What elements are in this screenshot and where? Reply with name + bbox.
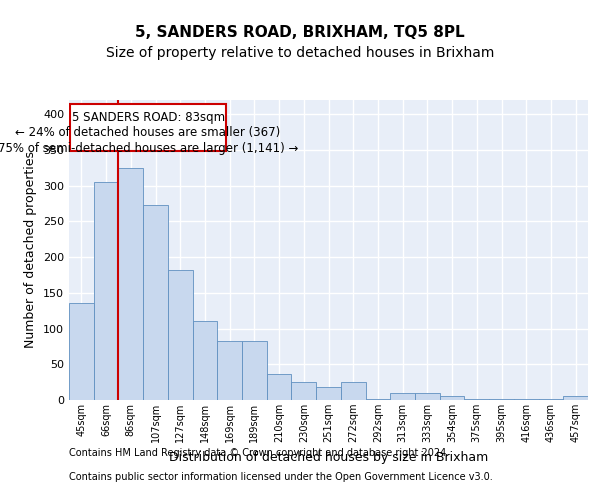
- Bar: [94, 182, 118, 400]
- Text: Contains public sector information licensed under the Open Government Licence v3: Contains public sector information licen…: [69, 472, 493, 482]
- Bar: [415, 393, 440, 400]
- Bar: [242, 340, 267, 400]
- Bar: [193, 320, 217, 400]
- Text: Size of property relative to detached houses in Brixham: Size of property relative to detached ho…: [106, 46, 494, 60]
- Bar: [217, 340, 242, 400]
- Bar: [539, 398, 563, 400]
- Bar: [316, 387, 341, 400]
- Bar: [341, 382, 365, 400]
- X-axis label: Distribution of detached houses by size in Brixham: Distribution of detached houses by size …: [169, 450, 488, 464]
- Bar: [118, 168, 143, 400]
- Bar: [365, 398, 390, 400]
- Bar: [168, 270, 193, 400]
- Bar: [489, 398, 514, 400]
- Bar: [69, 303, 94, 400]
- FancyBboxPatch shape: [70, 104, 226, 152]
- Text: Contains HM Land Registry data © Crown copyright and database right 2024.: Contains HM Land Registry data © Crown c…: [69, 448, 449, 458]
- Y-axis label: Number of detached properties: Number of detached properties: [25, 152, 37, 348]
- Bar: [440, 396, 464, 400]
- Bar: [464, 398, 489, 400]
- Bar: [390, 393, 415, 400]
- Text: 75% of semi-detached houses are larger (1,141) →: 75% of semi-detached houses are larger (…: [0, 142, 298, 155]
- Text: 5 SANDERS ROAD: 83sqm: 5 SANDERS ROAD: 83sqm: [71, 110, 224, 124]
- Bar: [563, 396, 588, 400]
- Bar: [143, 205, 168, 400]
- Bar: [292, 382, 316, 400]
- Bar: [514, 398, 539, 400]
- Text: 5, SANDERS ROAD, BRIXHAM, TQ5 8PL: 5, SANDERS ROAD, BRIXHAM, TQ5 8PL: [135, 25, 465, 40]
- Bar: [267, 374, 292, 400]
- Text: ← 24% of detached houses are smaller (367): ← 24% of detached houses are smaller (36…: [16, 126, 281, 140]
